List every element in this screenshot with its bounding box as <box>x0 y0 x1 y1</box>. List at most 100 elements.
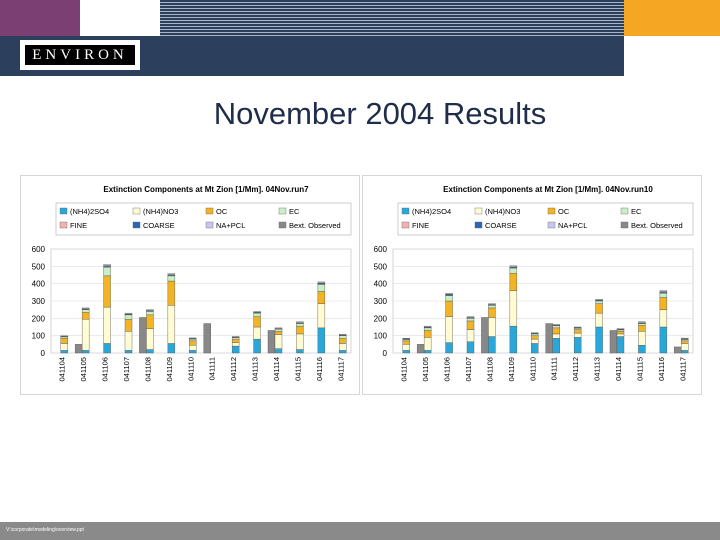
bar-segment <box>616 333 625 337</box>
bar-segment <box>552 325 560 329</box>
bar-segment <box>167 343 176 354</box>
bar-segment <box>681 337 689 339</box>
chart-legend: (NH4)2SO4 (NH4)NO3 OC EC FINE COARSE NA+PCL Bex… <box>55 202 352 236</box>
bar-segment <box>231 336 240 338</box>
y-tick-label: 200 <box>374 314 388 323</box>
bar-segment <box>616 329 625 332</box>
bar-segment <box>488 317 496 337</box>
bar-segment <box>616 328 625 330</box>
bar-segment <box>124 318 133 332</box>
y-tick-label: 300 <box>32 297 46 306</box>
bar-segment <box>531 338 539 344</box>
bar-segment <box>445 342 453 354</box>
x-tick-label: 041104 <box>58 357 67 381</box>
x-tick-label: 041111 <box>550 357 559 380</box>
bar-segment <box>681 350 689 354</box>
bar-segment <box>274 348 283 354</box>
bar-segment <box>146 314 154 329</box>
bar-segment <box>339 338 347 344</box>
bar-segment <box>659 326 668 354</box>
x-tick-label: 041106 <box>101 357 110 381</box>
bar-segment <box>189 344 197 351</box>
bar-segment <box>531 343 539 354</box>
y-tick-label: 600 <box>374 245 388 254</box>
bar-segment <box>509 273 518 291</box>
x-tick-label: 041114 <box>614 357 623 381</box>
bar-observed <box>267 330 276 354</box>
legend-label: COARSE <box>485 221 517 230</box>
x-tick-label: 041114 <box>272 357 281 381</box>
bar-segment <box>595 312 603 328</box>
bar-segment <box>466 341 475 354</box>
legend-swatch <box>205 207 214 215</box>
legend-swatch <box>620 207 629 215</box>
bar-segment <box>402 338 410 339</box>
chart-title: Extinction Components at Mt Zion [1/Mm].… <box>103 185 309 194</box>
legend-label: Bext. Observed <box>631 221 683 230</box>
bar-segment <box>423 350 432 354</box>
bar-segment <box>638 321 646 323</box>
bar-segment <box>231 345 240 354</box>
bar-segment <box>466 329 475 342</box>
environ-logo: ENVIRON <box>20 40 140 70</box>
x-tick-label: 041109 <box>507 357 516 381</box>
bar-observed <box>74 344 83 354</box>
x-tick-label: 041110 <box>186 357 195 381</box>
legend-label: OC <box>216 207 228 216</box>
legend-label: COARSE <box>143 221 175 230</box>
bar-segment <box>103 343 111 354</box>
bar-segment <box>103 264 111 266</box>
x-tick-label: 041115 <box>635 357 644 381</box>
bar-observed <box>139 317 147 354</box>
x-tick-label: 041106 <box>443 357 452 381</box>
y-tick-label: 400 <box>32 280 46 289</box>
bar-segment <box>253 338 261 354</box>
bar-segment <box>124 350 133 354</box>
bar-segment <box>488 307 496 318</box>
bar-segment <box>296 321 304 323</box>
bar-segment <box>402 350 410 354</box>
chart-run7: Extinction Components at Mt Zion [1/Mm].… <box>20 175 360 395</box>
bar-segment <box>167 305 176 344</box>
bar-segment <box>253 312 261 317</box>
bar-segment <box>146 349 154 354</box>
bar-segment <box>146 309 154 311</box>
bar-segment <box>488 336 496 354</box>
bar-segment <box>616 331 625 335</box>
bar-segment <box>573 326 582 328</box>
bar-segment <box>466 316 475 318</box>
bar-segment <box>146 328 154 350</box>
bar-segment <box>146 311 154 316</box>
bar-segment <box>339 350 347 354</box>
bar-segment <box>124 312 133 315</box>
bar-segment <box>317 281 326 284</box>
bar-segment <box>60 335 68 337</box>
x-tick-label: 041108 <box>143 357 152 381</box>
bar-segment <box>552 324 560 326</box>
legend-swatch <box>132 221 141 229</box>
legend-label: NA+PCL <box>216 221 245 230</box>
bar-segment <box>423 327 432 331</box>
y-tick-label: 100 <box>32 332 46 341</box>
bar-segment <box>231 342 240 347</box>
bar-segment <box>552 327 560 335</box>
bar-segment <box>552 338 560 354</box>
legend-label: (NH4)2SO4 <box>70 207 109 216</box>
bar-segment <box>659 290 668 292</box>
bar-segment <box>103 266 111 277</box>
legend-label: FINE <box>412 221 429 230</box>
x-tick-label: 041116 <box>657 357 666 381</box>
bar-segment <box>488 305 496 309</box>
header-stripe <box>160 0 624 36</box>
bar-segment <box>681 339 689 342</box>
bar-segment <box>81 318 90 351</box>
x-tick-label: 041115 <box>293 357 302 381</box>
legend-swatch <box>547 221 556 229</box>
bar-observed <box>481 317 489 354</box>
bar-segment <box>167 273 176 275</box>
bar-observed <box>416 344 425 354</box>
bar-segment <box>60 343 68 351</box>
legend-swatch <box>547 207 556 215</box>
bar-segment <box>317 291 326 304</box>
footer-bar: V:\corporate\modeling\overview.ppt <box>0 522 720 540</box>
